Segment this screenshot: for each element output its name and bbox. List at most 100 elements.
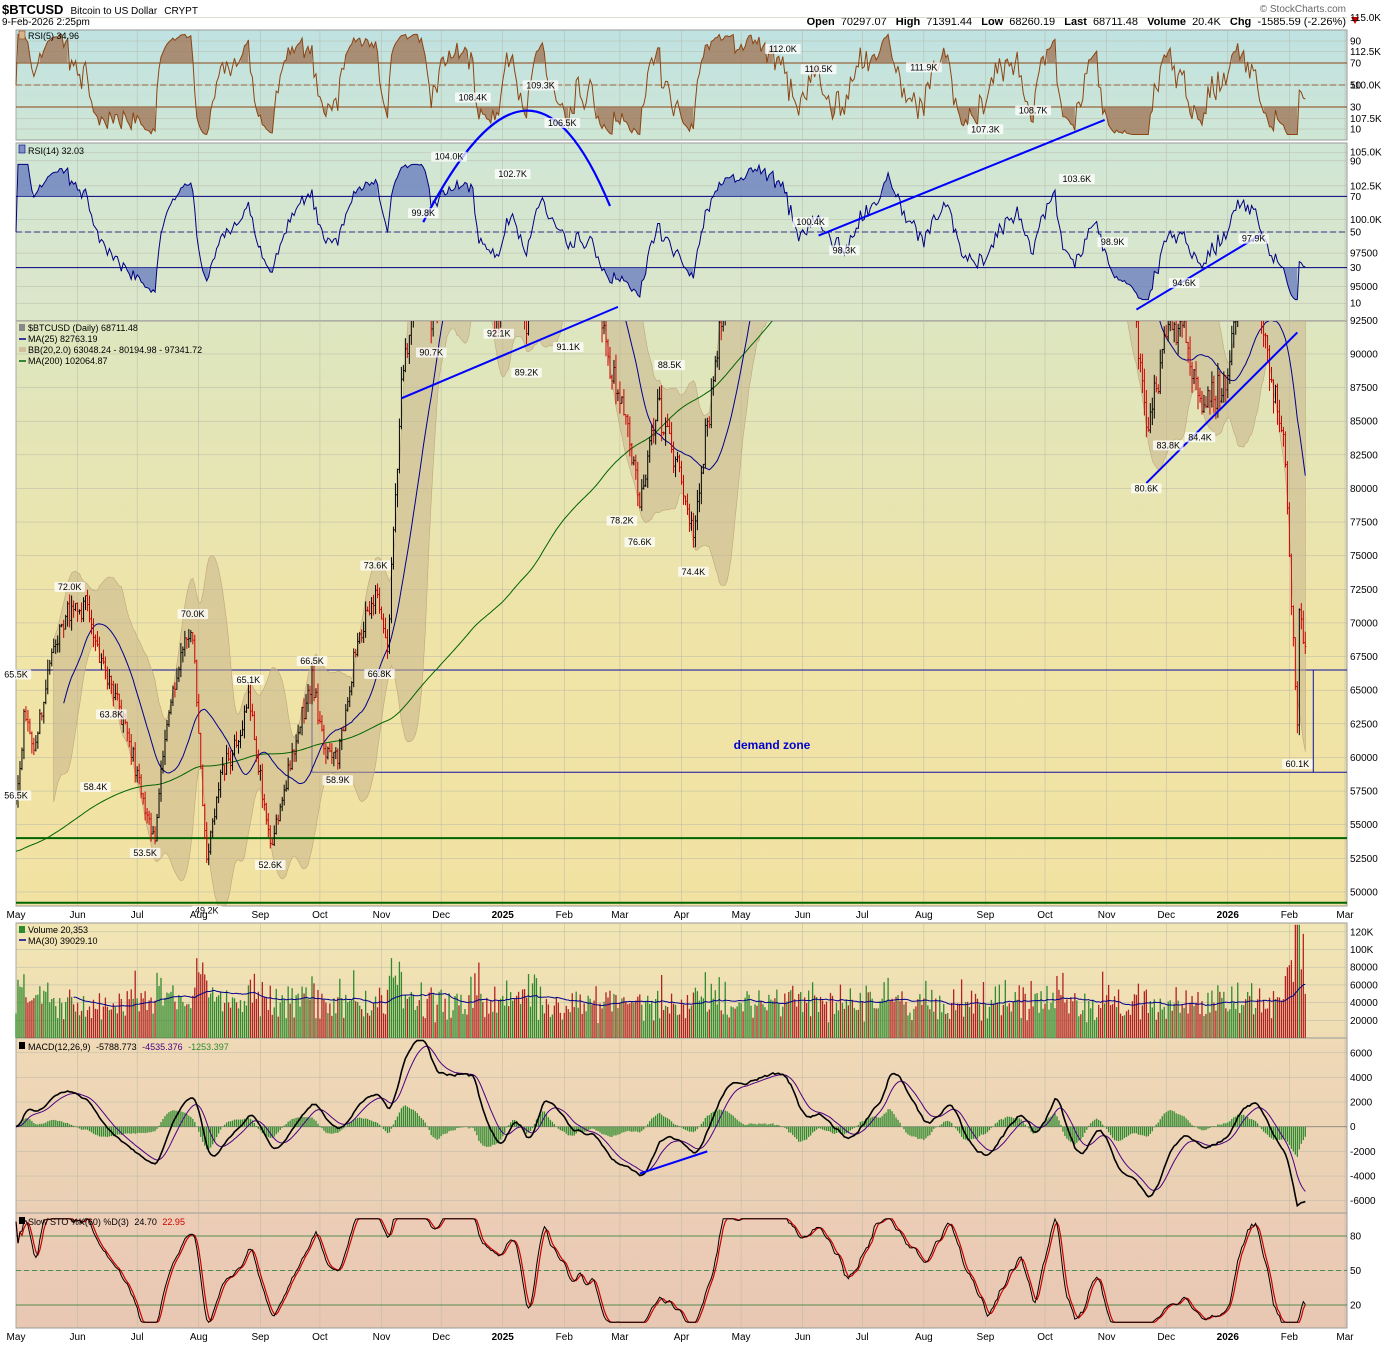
volume-axis-label: 80000 bbox=[1350, 963, 1378, 974]
month-label: Feb bbox=[1281, 910, 1299, 921]
price-axis-label: 72500 bbox=[1350, 585, 1378, 596]
price-label: 65.5K bbox=[4, 669, 28, 679]
rsi14-swatch bbox=[18, 144, 26, 154]
rsi14-legend: RSI(14) 32.03 bbox=[18, 144, 84, 156]
price-axis-label: 55000 bbox=[1350, 820, 1378, 831]
rsi14-axis-label: 50 bbox=[1350, 228, 1362, 239]
price-axis-label: 62500 bbox=[1350, 719, 1378, 730]
price-label-bg bbox=[905, 62, 942, 73]
price-axis-label: 82500 bbox=[1350, 450, 1378, 461]
price-label-bg bbox=[1097, 237, 1128, 248]
rsi14-shade bbox=[35, 168, 80, 197]
price-label-bg bbox=[654, 360, 685, 371]
price-label: 58.9K bbox=[326, 775, 350, 785]
rsi5-shade bbox=[534, 42, 545, 63]
rsi5-shade bbox=[345, 38, 378, 63]
rsi14-line bbox=[15, 163, 1306, 301]
bottom-month-label: Oct bbox=[312, 1332, 328, 1343]
price-label-bg bbox=[511, 367, 542, 378]
price-axis-label: 87500 bbox=[1350, 383, 1378, 394]
trendline bbox=[1145, 331, 1299, 484]
price-label-bg bbox=[678, 566, 709, 577]
price-label-bg bbox=[1184, 432, 1216, 443]
volume-legend-text: Volume 20,353 bbox=[28, 925, 88, 935]
bottom-month-label: Mar bbox=[611, 1332, 629, 1343]
month-label: Oct bbox=[312, 910, 328, 921]
price-label: 91.1K bbox=[557, 342, 581, 352]
month-label: May bbox=[7, 910, 26, 921]
grid-lines bbox=[15, 17, 1347, 1328]
price-label: 103.6K bbox=[1063, 174, 1092, 184]
rsi5-shade bbox=[1062, 107, 1075, 131]
rsi14-shade bbox=[202, 267, 209, 281]
price-legend: $BTCUSD (Daily) 68711.48 MA(25) 82763.19… bbox=[19, 323, 202, 366]
svg-text:Slow STO %K(60) %D(3): Slow STO %K(60) %D(3) 24.70 22.95 bbox=[28, 1217, 185, 1227]
rsi5-legend-text: RSI(5) 34.96 bbox=[28, 31, 79, 41]
bottom-month-label: Jul bbox=[131, 1332, 144, 1343]
month-label: Jun bbox=[795, 910, 811, 921]
rsi14-shade bbox=[1283, 267, 1298, 300]
price-label: 56.5K bbox=[4, 791, 28, 801]
price-label: 97.9K bbox=[1242, 234, 1266, 244]
price-axis-label: 57500 bbox=[1350, 787, 1378, 798]
price-label-bg bbox=[1238, 233, 1269, 244]
price-label-bg bbox=[0, 790, 32, 801]
sto-axis-label: 50 bbox=[1350, 1266, 1362, 1277]
date-text: 9-Feb-2026 2:25pm bbox=[2, 17, 90, 28]
macd-legend-signal: -4535.376 bbox=[142, 1042, 183, 1052]
price-label-bg bbox=[1152, 440, 1184, 451]
rsi14-axis-label: 30 bbox=[1350, 263, 1362, 274]
stat-high-value: 71391.44 bbox=[926, 16, 972, 28]
price-label: 63.8K bbox=[100, 709, 124, 719]
month-label: 2026 bbox=[1217, 910, 1240, 921]
symbol-text: $BTCUSD bbox=[2, 2, 63, 17]
sto-axis-label: 80 bbox=[1350, 1232, 1362, 1243]
rsi5-shade bbox=[1102, 107, 1153, 135]
month-label: Jul bbox=[131, 910, 144, 921]
price-label-bg bbox=[431, 151, 467, 162]
price-label: 84.4K bbox=[1188, 432, 1212, 442]
rsi5-shade bbox=[572, 107, 575, 114]
rsi5-line bbox=[15, 33, 1306, 136]
price-label: 98.9K bbox=[1101, 237, 1125, 247]
trendline bbox=[1135, 233, 1263, 311]
bottom-month-label: Dec bbox=[1157, 1332, 1175, 1343]
price-axis-label: 112.5K bbox=[1350, 47, 1381, 58]
sto-legend-title: Slow STO %K(60) %D(3) bbox=[28, 1217, 129, 1227]
axis-labels: May May Jun Jun Jul Jul Aug Aug Sep Sep Oct Oct Nov N… bbox=[7, 13, 1382, 1343]
price-plot bbox=[16, 321, 1347, 906]
rsi5-legend: RSI(5) 34.96 bbox=[18, 30, 79, 41]
macd-line bbox=[15, 1039, 1306, 1208]
price-axis-label: 90000 bbox=[1350, 349, 1378, 360]
price-label: 111.9K bbox=[910, 62, 937, 72]
price-label: 49.2K bbox=[195, 906, 219, 916]
price-label-bg bbox=[1131, 483, 1162, 494]
price-label: 76.6K bbox=[628, 537, 652, 547]
price-label-bg bbox=[364, 668, 395, 679]
bottom-month-label: Apr bbox=[674, 1332, 690, 1343]
rsi5-shade bbox=[870, 34, 893, 63]
price-label-bg bbox=[415, 347, 447, 358]
price-label: 53.5K bbox=[133, 848, 157, 858]
macd-legend-title: MACD(12,26,9) bbox=[28, 1042, 91, 1052]
rsi5-shade bbox=[240, 39, 249, 63]
macd-legend-macd: -5788.773 bbox=[96, 1042, 137, 1052]
bottom-month-label: May bbox=[7, 1332, 26, 1343]
stat-low-label: Low bbox=[981, 16, 1003, 28]
price-axis-label: 70000 bbox=[1350, 618, 1378, 629]
stat-chg-value: -1585.59 (-2.26%) bbox=[1257, 16, 1346, 28]
price-axis-label: 97500 bbox=[1350, 249, 1378, 260]
rsi5-swatch bbox=[18, 30, 26, 40]
macd-legend-hist: -1253.397 bbox=[188, 1042, 229, 1052]
bottom-month-label: Jul bbox=[856, 1332, 869, 1343]
rsi14-shade bbox=[441, 180, 473, 197]
price-label-bg bbox=[606, 515, 638, 526]
exchange-text: CRYPT bbox=[164, 6, 198, 17]
month-label: Jul bbox=[856, 910, 869, 921]
price-axis-label: 67500 bbox=[1350, 652, 1378, 663]
bottom-month-label: Jun bbox=[70, 1332, 86, 1343]
bottom-month-label: Sep bbox=[251, 1332, 269, 1343]
price-label-bg bbox=[255, 859, 286, 870]
